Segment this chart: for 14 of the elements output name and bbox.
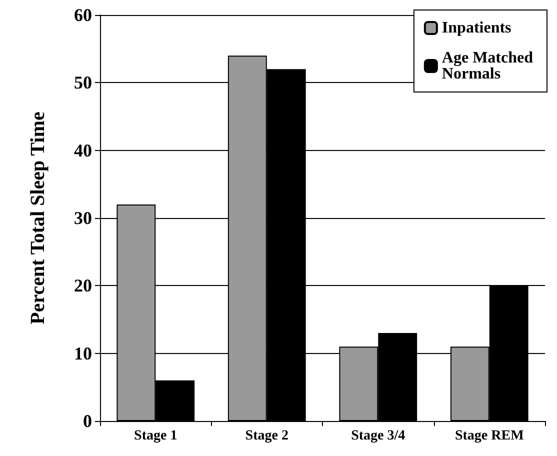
x-tick-label: Stage 1 [134,428,178,444]
x-tick-label: Stage 3/4 [351,428,406,444]
legend-label: Inpatients [442,20,512,36]
y-axis-title: Percent Total Sleep Time [27,111,49,324]
y-tick-label: 0 [83,411,92,431]
y-tick-label: 60 [74,5,92,25]
y-tick-label: 20 [74,276,92,296]
y-tick-label: 50 [74,72,92,93]
x-tick-label: Stage REM [454,428,524,444]
legend-label: Age Matched Normals [442,50,538,82]
y-tick-label: 10 [74,343,92,364]
y-tick-label: 40 [74,140,92,160]
y-tick-label: 30 [74,208,92,228]
x-tick-label: Stage 2 [245,428,288,444]
